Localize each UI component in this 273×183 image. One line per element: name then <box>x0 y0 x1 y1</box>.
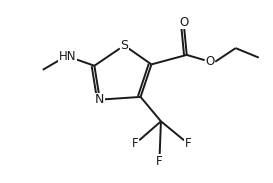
Text: O: O <box>179 16 189 29</box>
Text: F: F <box>132 137 138 150</box>
Text: S: S <box>120 39 128 52</box>
Text: F: F <box>185 137 191 150</box>
Text: N: N <box>95 93 105 106</box>
Text: HN: HN <box>58 50 76 63</box>
Text: O: O <box>205 55 215 68</box>
Text: F: F <box>156 155 163 168</box>
